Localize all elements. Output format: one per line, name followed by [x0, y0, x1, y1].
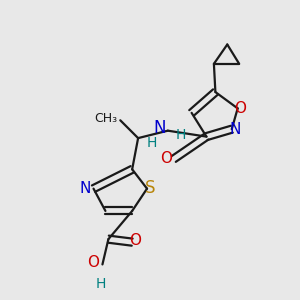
Text: H: H [146, 136, 157, 150]
Text: CH₃: CH₃ [94, 112, 117, 125]
Text: H: H [176, 128, 186, 142]
Text: N: N [79, 181, 91, 196]
Text: O: O [234, 101, 246, 116]
Text: O: O [129, 233, 141, 248]
Text: O: O [88, 255, 100, 270]
Text: O: O [160, 152, 172, 166]
Text: N: N [153, 119, 166, 137]
Text: H: H [96, 277, 106, 291]
Text: S: S [145, 179, 155, 197]
Text: N: N [229, 122, 240, 137]
